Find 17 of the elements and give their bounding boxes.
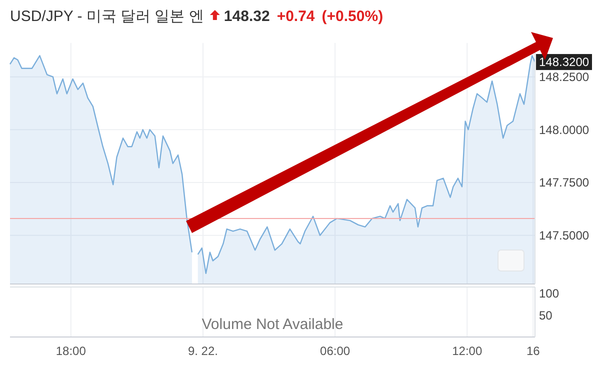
y-tick-label: 147.5000 — [539, 228, 590, 243]
y-tick-label: 148.0000 — [539, 122, 590, 137]
y-tick-label: 50 — [539, 308, 553, 322]
text: (+0.50%) — [322, 8, 384, 25]
x-tick-label: 12:00 — [452, 344, 482, 358]
x-tick-label: 16 — [526, 344, 540, 358]
x-tick-label: 18:00 — [56, 344, 86, 358]
y-tick-label: 100 — [539, 286, 560, 300]
y-tick-label: 147.7500 — [539, 176, 590, 190]
chart-title: USD/JPY - 미국 달러 일본 엔 — [10, 8, 204, 25]
annotation: 148.3200 — [539, 55, 590, 70]
text: +0.74 — [276, 8, 316, 25]
x-tick-label: 06:00 — [320, 344, 350, 358]
annotation: Volume Not Available — [202, 316, 344, 333]
y-tick-label: 148.2500 — [539, 70, 590, 84]
x-tick-label: 9. 22. — [188, 344, 218, 358]
chart-subtitle: 148.32 — [224, 8, 270, 25]
